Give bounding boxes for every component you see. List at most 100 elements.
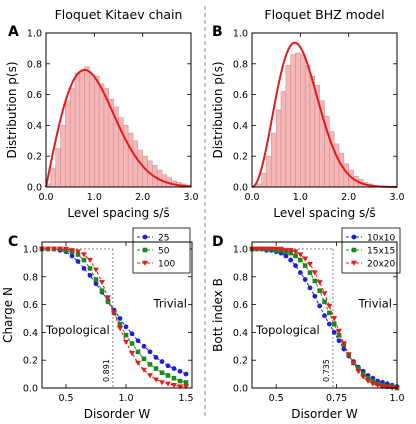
marker-square [351,247,357,253]
marker-circle [331,329,337,335]
marker-square [356,366,361,371]
legend-label: 10x10 [367,234,396,244]
marker-circle [81,266,87,271]
marker-triangle [117,326,123,332]
marker-circle [135,338,141,344]
marker-circle [283,253,289,259]
marker-square [293,253,298,259]
marker-circle [302,277,308,282]
y-tick-label: 0.0 [233,183,248,194]
x-axis-label: Level spacing s/s̄ [273,206,375,220]
marker-triangle [365,378,371,384]
x-tick-label: 1.0 [389,393,404,404]
marker-circle [142,234,148,240]
marker-triangle [369,381,376,387]
wigner-curve [45,68,192,188]
marker-circle [317,303,323,309]
wigner-curve [251,41,397,188]
marker-square [370,378,376,384]
region-label-topological: Topological [45,323,110,337]
marker-square [312,278,318,284]
marker-triangle [355,369,362,375]
histogram-bar [98,83,105,188]
histogram-bar [94,75,100,188]
marker-triangle [263,246,270,252]
legend-label: 20x20 [367,260,396,270]
legend-label: 100 [158,260,175,270]
histogram-bar [271,132,277,188]
histogram-bar [60,125,66,188]
y-tick-label: 0.6 [233,300,248,311]
panel-label: A [8,24,19,40]
marker-triangle [87,257,93,263]
y-tick-label: 0.4 [233,121,248,132]
plot-frame [251,32,398,188]
y-tick-label: 0.6 [27,90,42,101]
marker-triangle [105,295,111,301]
marker-circle [159,359,165,364]
y-tick-label: 0.6 [233,90,248,101]
marker-triangle [159,380,165,386]
marker-triangle [287,248,294,254]
marker-triangle [93,267,99,273]
marker-triangle [258,246,265,252]
marker-triangle [183,384,189,390]
critical-value-label: 0.891 [102,359,111,382]
x-axis-label: Disorder W [291,407,358,421]
marker-square [360,371,366,377]
marker-triangle [142,260,148,266]
marker-circle [69,253,75,259]
x-tick-label: 0.0 [38,192,53,203]
histogram-bar [261,172,267,188]
marker-square [105,299,111,305]
marker-triangle [278,246,284,252]
marker-square [142,247,148,253]
histogram-bar [285,65,291,188]
marker-circle [183,371,189,377]
legend-label: 50 [158,247,170,257]
marker-circle [297,270,303,275]
marker-triangle [384,384,391,390]
marker-square [365,375,371,381]
marker-square [153,366,159,371]
y-axis-label: Bott index B [211,278,225,352]
x-tick-label: 1.0 [87,192,102,203]
histogram-bar [127,132,134,188]
histogram-bar [290,54,296,188]
marker-square [159,370,165,376]
legend: 25 50 100 [132,227,191,274]
x-tick-label: 0.5 [58,393,73,404]
histogram-bar [338,152,345,188]
marker-triangle [282,248,289,254]
y-tick-label: 0.8 [233,272,248,283]
chart-title: Floquet Kitaev chain [55,7,183,22]
marker-triangle [351,260,357,266]
y-tick-label: 0.8 [27,59,42,70]
marker-square [171,375,177,381]
marker-triangle [135,360,141,366]
x-tick-label: 3.0 [183,192,198,203]
marker-circle [171,366,177,371]
marker-square [129,341,135,346]
y-tick-label: 0.2 [233,152,248,163]
y-tick-label: 1.0 [27,29,42,40]
marker-triangle [273,246,280,252]
marker-square [177,378,183,384]
marker-triangle [316,280,323,286]
marker-square [165,373,171,378]
x-tick-label: 1.0 [293,192,308,203]
panel-b: B Floquet BHZ model 0.0 0.2 0.4 0.6 0.8 1.0 0.0 1… [211,7,405,220]
marker-triangle [123,339,129,345]
marker-triangle [141,367,147,373]
y-tick-label: 1.0 [233,244,248,255]
panel-d: D 0.0 0.2 0.4 0.6 0.8 1.0 0.5 0.75 1.0 Disorder W B… [211,227,405,421]
marker-triangle [57,246,63,252]
histogram-bar [89,74,95,188]
marker-square [87,266,93,271]
panel-a: A Floquet Kitaev chain 0.0 0.2 0.4 0.6 0.8 1.0 0… [5,7,199,220]
histogram-bar [79,71,85,188]
marker-circle [141,343,147,349]
y-axis-label: Distribution p(s) [5,61,19,158]
histogram-bar [275,109,282,188]
y-tick-label: 0.0 [233,384,248,395]
